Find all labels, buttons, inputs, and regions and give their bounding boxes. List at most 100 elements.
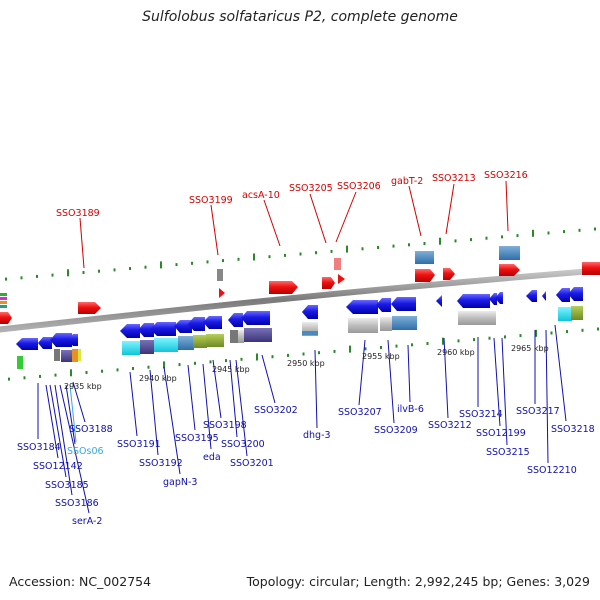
feature-block — [499, 246, 520, 260]
map-title: Sulfolobus solfataricus P2, complete gen… — [142, 9, 458, 25]
gene-label: SSO3192 — [139, 458, 183, 469]
feature-block — [72, 349, 78, 362]
tick-mark — [206, 260, 209, 264]
gene-label: SSO3195 — [175, 433, 219, 444]
tick-mark — [594, 227, 596, 231]
tick-mark — [361, 247, 364, 251]
gene-label: gapN-3 — [163, 477, 197, 488]
tick-mark — [550, 331, 553, 335]
tick-mark — [70, 369, 72, 377]
gene-label: SSO3212 — [428, 420, 472, 431]
feature-arrow-blue — [302, 305, 318, 319]
tick-mark — [563, 230, 565, 234]
gene-label: SSO3186 — [55, 498, 99, 509]
highlighted-gene-label: SSO3205 — [289, 183, 333, 194]
feature-arrow-blue — [542, 291, 546, 301]
gene-label: SSO3214 — [459, 409, 503, 420]
feature-block — [582, 262, 600, 275]
gene-label: SSO12199 — [476, 428, 526, 439]
tick-mark — [504, 335, 506, 339]
tick-mark — [163, 361, 165, 369]
tick-mark — [67, 269, 69, 277]
scale-tick-label: 2950 kbp — [287, 359, 325, 368]
genome-summary-text: Topology: circular; Length: 2,992,245 bp… — [246, 574, 590, 589]
tick-mark — [82, 271, 85, 274]
feature-block — [380, 317, 392, 331]
tick-mark — [129, 267, 131, 270]
feature-arrow-blue — [436, 295, 442, 307]
feature-block — [17, 356, 23, 369]
tick-mark — [132, 367, 134, 370]
gene-label: SSO3185 — [45, 480, 89, 491]
tick-mark — [535, 329, 537, 337]
highlighted-gene-label: SSO3216 — [484, 170, 528, 181]
highlighted-gene-label: SSO3213 — [432, 173, 476, 184]
tick-mark — [271, 355, 274, 359]
feature-block — [558, 307, 572, 321]
gene-label: eda — [203, 452, 221, 463]
feature-arrow-blue — [526, 290, 537, 302]
scale-tick-label: 2940 kbp — [139, 374, 177, 383]
scale-tick-label: 2935 kbp — [64, 382, 102, 391]
feature-arrow-blue — [38, 337, 52, 349]
feature-block — [238, 330, 244, 343]
feature-block — [415, 251, 434, 264]
tick-mark — [160, 261, 162, 269]
feature-block — [0, 305, 7, 308]
highlighted-gene-label: SSO3199 — [189, 195, 233, 206]
label-connectors — [37, 180, 567, 514]
tick-mark — [237, 257, 240, 261]
highlighted-gene-label: SSO3206 — [337, 181, 381, 192]
tick-mark — [581, 328, 584, 332]
tick-mark — [315, 251, 317, 255]
feature-arrow-red — [269, 281, 298, 294]
tick-mark — [501, 235, 503, 239]
inner-tick-ring — [8, 327, 599, 381]
tick-mark — [597, 327, 599, 331]
tick-mark — [113, 268, 116, 272]
feature-block — [154, 338, 178, 352]
feature-arrow-red — [78, 302, 101, 314]
feature-arrow-red — [499, 264, 520, 276]
tick-mark — [395, 344, 398, 348]
feature-arrow-blue — [203, 316, 222, 329]
gene-label: SSO12142 — [33, 461, 83, 472]
tick-mark — [578, 228, 581, 232]
feature-block — [0, 293, 7, 296]
tick-mark — [426, 342, 429, 345]
feature-arrow-blue — [457, 294, 490, 308]
feature-block — [193, 335, 207, 348]
tick-mark — [392, 244, 395, 248]
feature-block — [0, 301, 7, 304]
forward-strand-features — [0, 246, 600, 314]
tick-mark — [485, 236, 488, 240]
tick-mark — [488, 336, 491, 340]
feature-arrow-blue — [489, 293, 497, 305]
gene-label: SSO3184 — [17, 442, 61, 453]
tick-mark — [175, 263, 178, 267]
feature-block — [78, 349, 81, 361]
tick-mark — [20, 276, 23, 280]
tick-mark — [346, 245, 348, 253]
tick-mark — [225, 359, 227, 363]
tick-mark — [473, 338, 475, 342]
gene-label: SSO3215 — [486, 447, 530, 458]
feature-arrow-blue — [150, 322, 176, 336]
tick-mark — [318, 351, 320, 355]
scale-tick-label: 2945 kbp — [212, 365, 250, 374]
feature-arrow-blue — [120, 324, 140, 338]
feature-block — [302, 331, 318, 335]
tick-mark — [240, 357, 243, 361]
gene-labels: SSO3189 SSO3199 acsA-10 SSO3205 SSO3206 gabT-… — [17, 170, 595, 527]
tick-mark — [36, 274, 38, 278]
tick-mark — [547, 231, 550, 235]
tick-mark — [302, 352, 305, 356]
gene-label: SSO3200 — [221, 439, 265, 450]
tick-mark — [178, 363, 181, 367]
scale-tick-label: 2965 kbp — [511, 344, 549, 353]
tick-mark — [333, 349, 336, 353]
feature-arrow-blue — [346, 300, 378, 314]
feature-block — [244, 328, 272, 342]
tick-mark — [5, 277, 7, 281]
